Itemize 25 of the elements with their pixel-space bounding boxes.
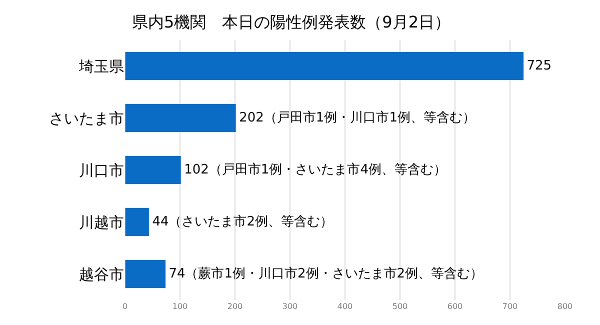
bar: [125, 155, 182, 185]
y-tick-label: さいたま市: [49, 109, 124, 128]
x-tick-label: 300: [282, 302, 298, 311]
x-tick-label: 800: [557, 302, 573, 311]
y-tick-label: 越谷市: [79, 265, 124, 284]
y-tick-label: 川越市: [79, 213, 124, 232]
data-label: 725: [526, 58, 552, 74]
bar: [125, 259, 166, 289]
data-label: 202（戸田市1例・川口市1例、等含む）: [239, 110, 476, 126]
x-tick-label: 600: [447, 302, 463, 311]
data-label: 44（さいたま市2例、等含む）: [152, 214, 334, 230]
chart-title: 県内5機関 本日の陽性例発表数（9月2日）: [132, 12, 451, 32]
x-tick-label: 400: [337, 302, 353, 311]
x-tick-label: 700: [502, 302, 518, 311]
y-tick-label: 川口市: [79, 161, 124, 180]
bar: [125, 103, 236, 133]
bar: [125, 207, 150, 237]
y-tick-label: 埼玉県: [78, 57, 124, 76]
x-tick-label: 100: [172, 302, 188, 311]
x-tick-label: 0: [122, 302, 128, 311]
data-label: 74（蕨市1例・川口市2例・さいたま市2例、等含む）: [168, 266, 484, 282]
x-tick-label: 500: [392, 302, 408, 311]
data-label: 102（戸田市1例・さいたま市4例、等含む）: [184, 162, 446, 178]
bar: [125, 51, 524, 81]
x-tick-label: 200: [227, 302, 243, 311]
